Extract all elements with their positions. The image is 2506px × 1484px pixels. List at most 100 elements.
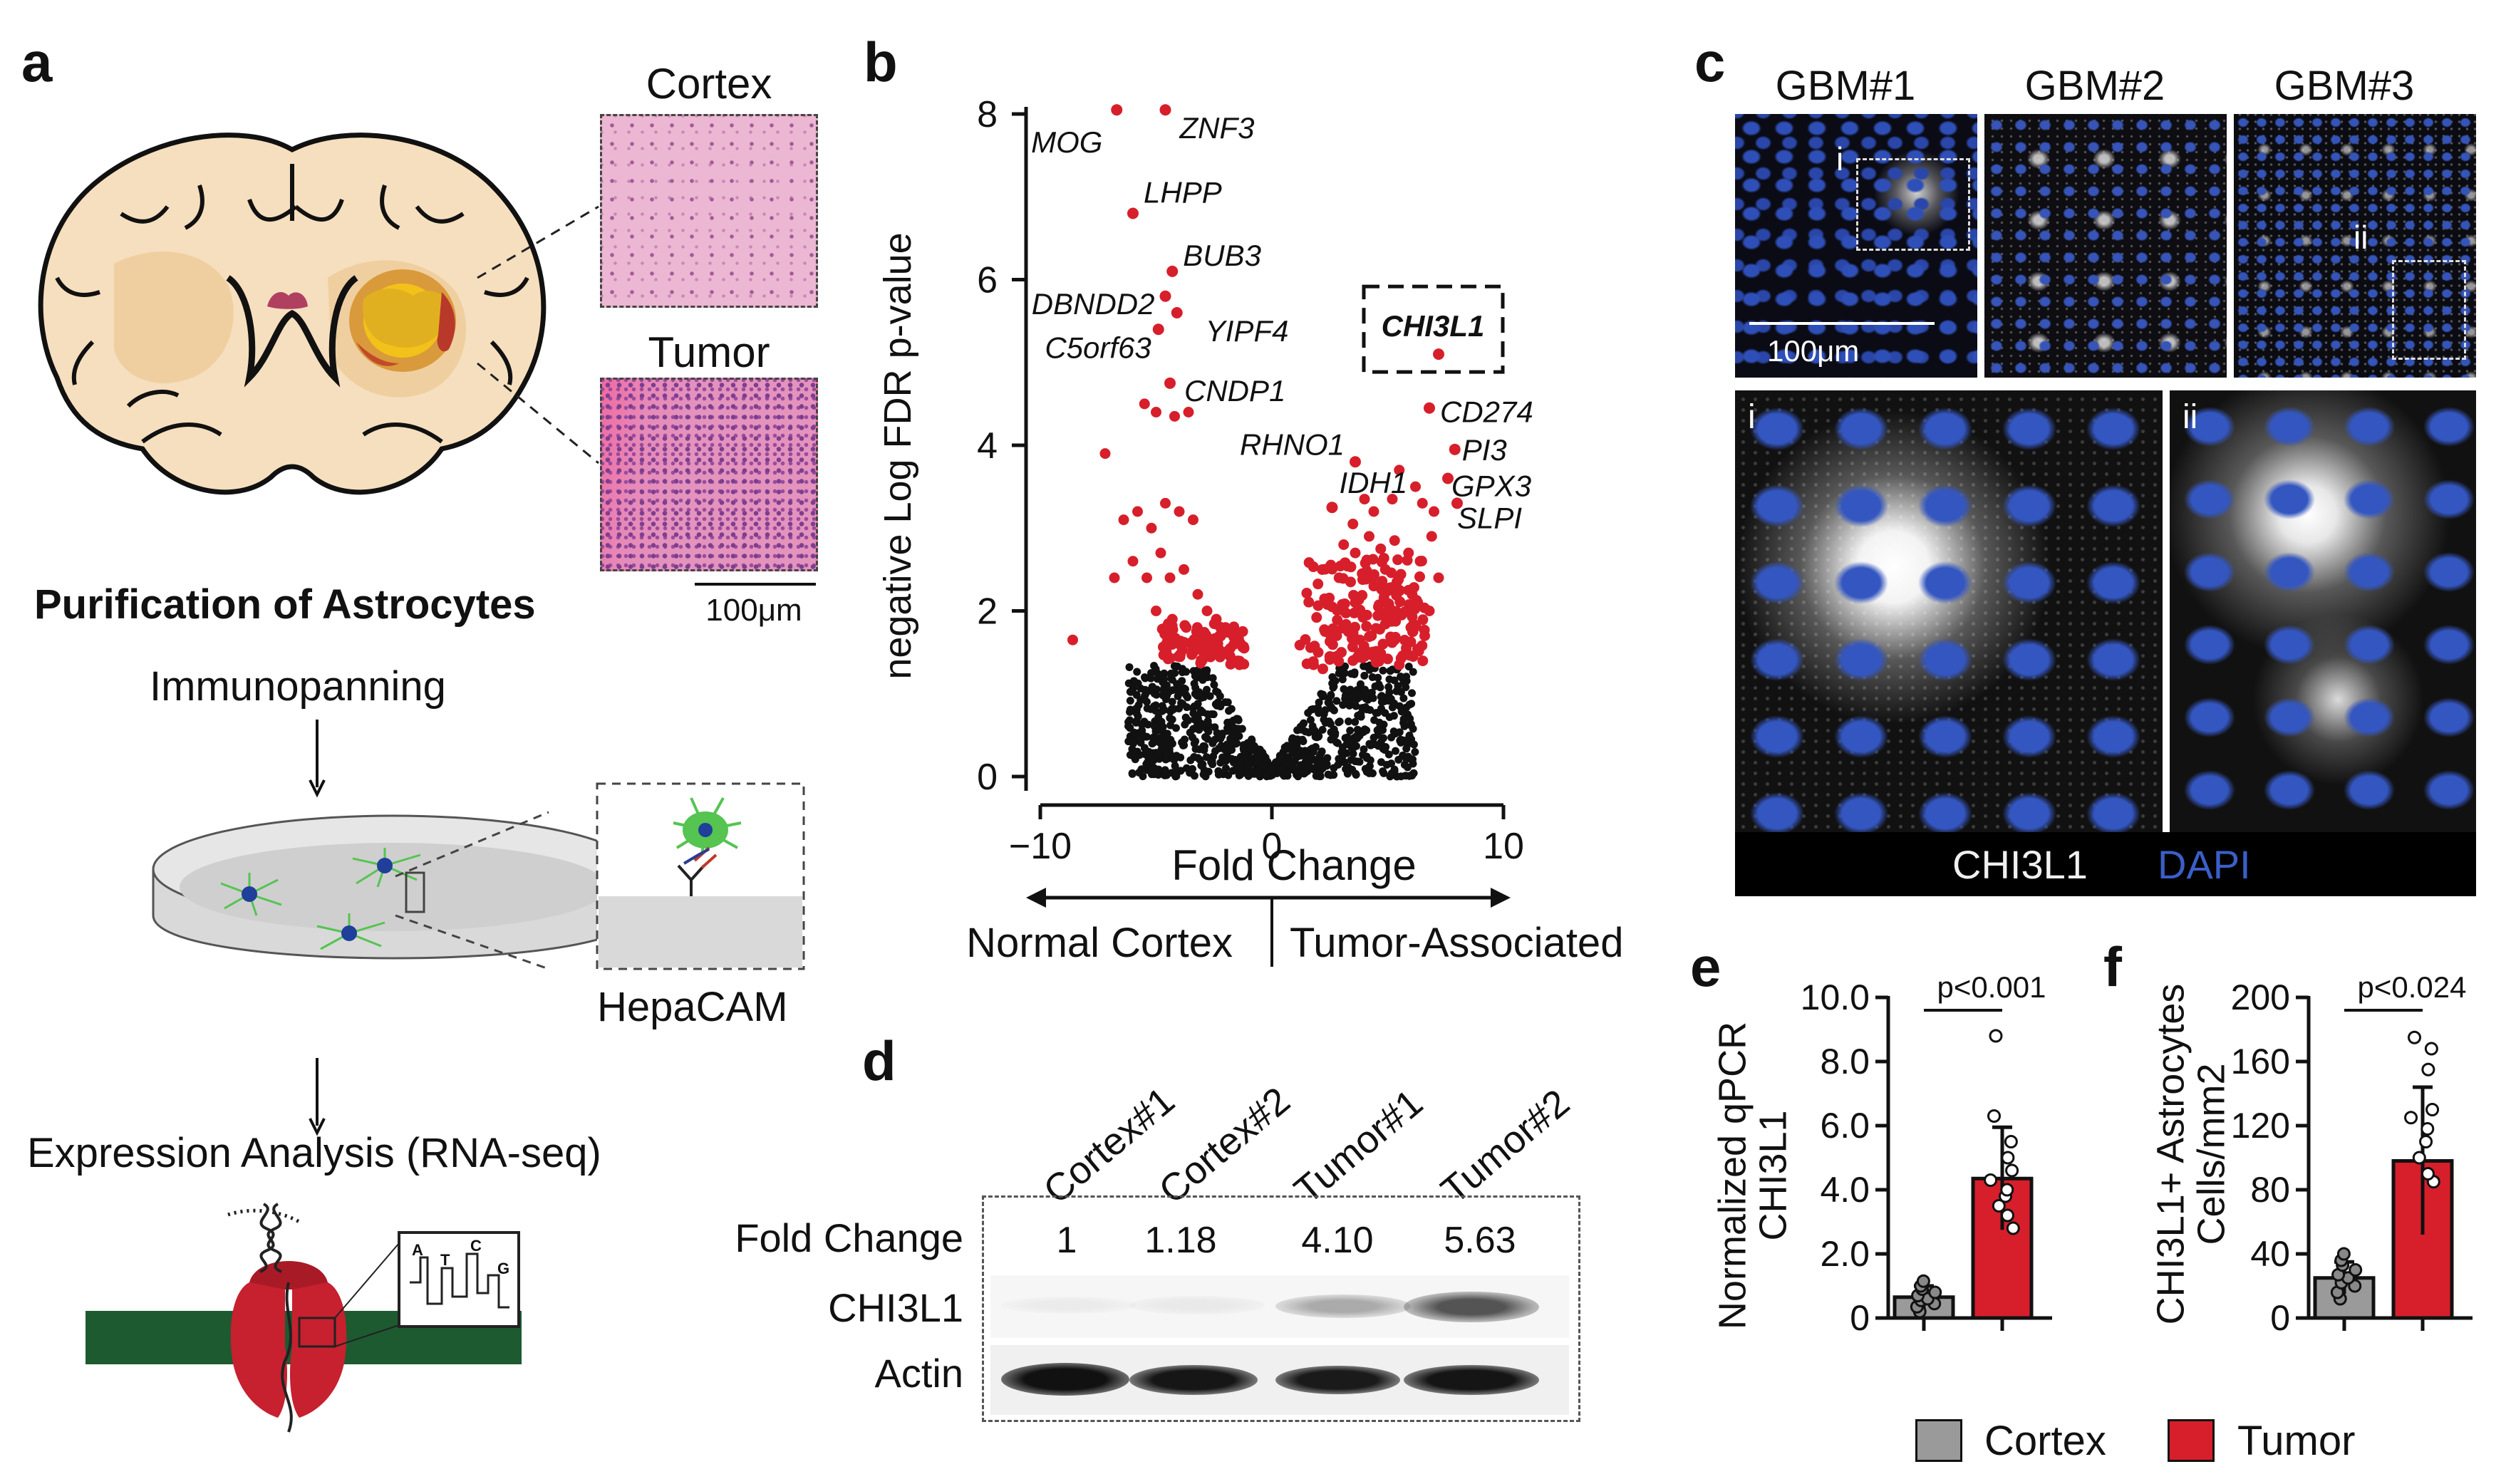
volcano-point-sig bbox=[1364, 631, 1375, 643]
inset-ii-marker: ii bbox=[2354, 219, 2368, 256]
volcano-point-slpi bbox=[1451, 497, 1463, 509]
legend-tumor-swatch bbox=[2168, 1419, 2215, 1462]
volcano-point-ns bbox=[1327, 691, 1335, 700]
volcano-point-ns bbox=[1141, 685, 1149, 694]
volcano-point-ns bbox=[1148, 740, 1156, 748]
volcano-point-ns bbox=[1178, 677, 1186, 685]
volcano-point-yipf4 bbox=[1171, 307, 1183, 318]
volcano-point-pi3 bbox=[1449, 443, 1461, 455]
volcano-point-ns bbox=[1409, 668, 1417, 676]
tumor-histology bbox=[600, 378, 818, 571]
volcano-point-ns bbox=[1288, 749, 1297, 757]
legend-cortex-label: Cortex bbox=[1984, 1418, 2106, 1464]
volcano-point-sig bbox=[1188, 514, 1198, 526]
volcano-point-ns bbox=[1238, 762, 1246, 770]
volcano-point-ns bbox=[1178, 668, 1186, 677]
fold-change-4: 5.63 bbox=[1444, 1220, 1516, 1261]
volcano-point-ns bbox=[1379, 666, 1387, 675]
data-point-tumor bbox=[2000, 1208, 2014, 1223]
volcano-point-ns bbox=[1394, 755, 1403, 764]
bar-y-tick-label: 8.0 bbox=[1820, 1042, 1870, 1081]
volcano-point-sig bbox=[1151, 407, 1161, 417]
volcano-point-sig bbox=[1155, 547, 1166, 559]
data-point-tumor bbox=[2001, 1151, 2015, 1165]
volcano-point-ns bbox=[1140, 673, 1149, 682]
volcano-point-ns bbox=[1166, 669, 1175, 678]
volcano-point-sig bbox=[1146, 522, 1157, 534]
volcano-point-ns bbox=[1222, 764, 1231, 772]
inset-ii-zoom-label: ii bbox=[2183, 398, 2198, 436]
volcano-point-ns bbox=[1125, 663, 1134, 671]
volcano-point-ns bbox=[1179, 741, 1188, 749]
volcano-point-ns bbox=[1308, 744, 1316, 753]
inset-i-marker: i bbox=[1836, 140, 1844, 177]
volcano-point-ns bbox=[1149, 734, 1157, 742]
volcano-point-ns bbox=[1128, 769, 1136, 777]
volcano-point-ns bbox=[1299, 737, 1308, 745]
volcano-point-sig bbox=[1332, 614, 1343, 626]
volcano-point-ns bbox=[1132, 718, 1140, 727]
volcano-point-ns bbox=[1239, 741, 1248, 749]
volcano-point-sig bbox=[1179, 564, 1189, 575]
volcano-point-ns bbox=[1191, 672, 1199, 680]
volcano-point-ns bbox=[1360, 662, 1368, 670]
legend-cortex-swatch bbox=[1915, 1419, 1962, 1462]
tumor-label: Tumor bbox=[648, 328, 770, 376]
gbm1-label: GBM#1 bbox=[1775, 63, 1916, 109]
volcano-point-lhpp bbox=[1127, 207, 1139, 219]
volcano-point-ns bbox=[1248, 742, 1257, 750]
volcano-point-ns bbox=[1268, 767, 1276, 775]
data-point-tumor bbox=[2420, 1122, 2435, 1136]
volcano-point-sig bbox=[1160, 497, 1171, 509]
volcano-point-ns bbox=[1370, 733, 1378, 742]
volcano-point-sig bbox=[1419, 602, 1430, 613]
volcano-point-sig bbox=[1387, 494, 1398, 505]
chi3l1-band-3 bbox=[1275, 1294, 1411, 1318]
volcano-point-ns bbox=[1256, 747, 1265, 755]
fold-change-3: 4.10 bbox=[1301, 1220, 1374, 1261]
volcano-point-ns bbox=[1341, 662, 1350, 670]
bar-y-tick-label: 120 bbox=[2231, 1106, 2290, 1146]
volcano-point-ns bbox=[1345, 698, 1353, 707]
volcano-point-ns bbox=[1328, 673, 1337, 681]
volcano-point-ns bbox=[1340, 669, 1349, 678]
volcano-point-ns bbox=[1223, 698, 1232, 707]
volcano-point-ns bbox=[1125, 716, 1134, 725]
volcano-point-ns bbox=[1402, 772, 1410, 780]
volcano-point-ns bbox=[1230, 724, 1238, 732]
actin-band-1 bbox=[1001, 1363, 1129, 1396]
volcano-point-ns bbox=[1143, 704, 1151, 712]
volcano-point-ns bbox=[1160, 705, 1169, 714]
volcano-point-ns bbox=[1150, 764, 1159, 772]
gbm3-label: GBM#3 bbox=[2274, 63, 2415, 109]
volcano-point-ns bbox=[1318, 725, 1327, 734]
volcano-point-ns bbox=[1201, 772, 1210, 781]
volcano-point-ns bbox=[1338, 675, 1347, 684]
volcano-point-ns bbox=[1342, 740, 1351, 749]
step-expression-analysis: Expression Analysis (RNA-seq) bbox=[27, 1130, 601, 1176]
inset-ii-box bbox=[2392, 260, 2466, 360]
panel-b-label: b bbox=[864, 31, 898, 93]
volcano-point-ns bbox=[1204, 727, 1213, 736]
volcano-point-ns bbox=[1396, 737, 1404, 745]
arrow-down-icon-2 bbox=[309, 1058, 326, 1136]
volcano-point-ns bbox=[1330, 764, 1338, 772]
volcano-point-ns bbox=[1289, 740, 1298, 749]
volcano-point-ns bbox=[1360, 671, 1369, 680]
data-point-tumor bbox=[2424, 1042, 2438, 1056]
volcano-point-sig bbox=[1169, 410, 1180, 422]
volcano-point-ns bbox=[1259, 762, 1268, 771]
bar-y-tick-label: 10.0 bbox=[1801, 977, 1870, 1017]
volcano-point-sig bbox=[1166, 620, 1178, 631]
volcano-point-sig bbox=[1319, 624, 1330, 635]
gbm1-image: i 100μm bbox=[1735, 114, 1977, 378]
volcano-point-ns bbox=[1171, 762, 1179, 770]
volcano-y-tick-label: 0 bbox=[977, 757, 998, 798]
volcano-point-sig bbox=[1225, 658, 1236, 670]
volcano-point-ns bbox=[1168, 697, 1176, 706]
volcano-point-sig bbox=[1374, 623, 1386, 635]
volcano-point-ns bbox=[1361, 703, 1370, 712]
volcano-point-sig bbox=[1377, 576, 1388, 587]
volcano-point-sig bbox=[1228, 631, 1240, 643]
volcano-point-ns bbox=[1332, 697, 1341, 705]
